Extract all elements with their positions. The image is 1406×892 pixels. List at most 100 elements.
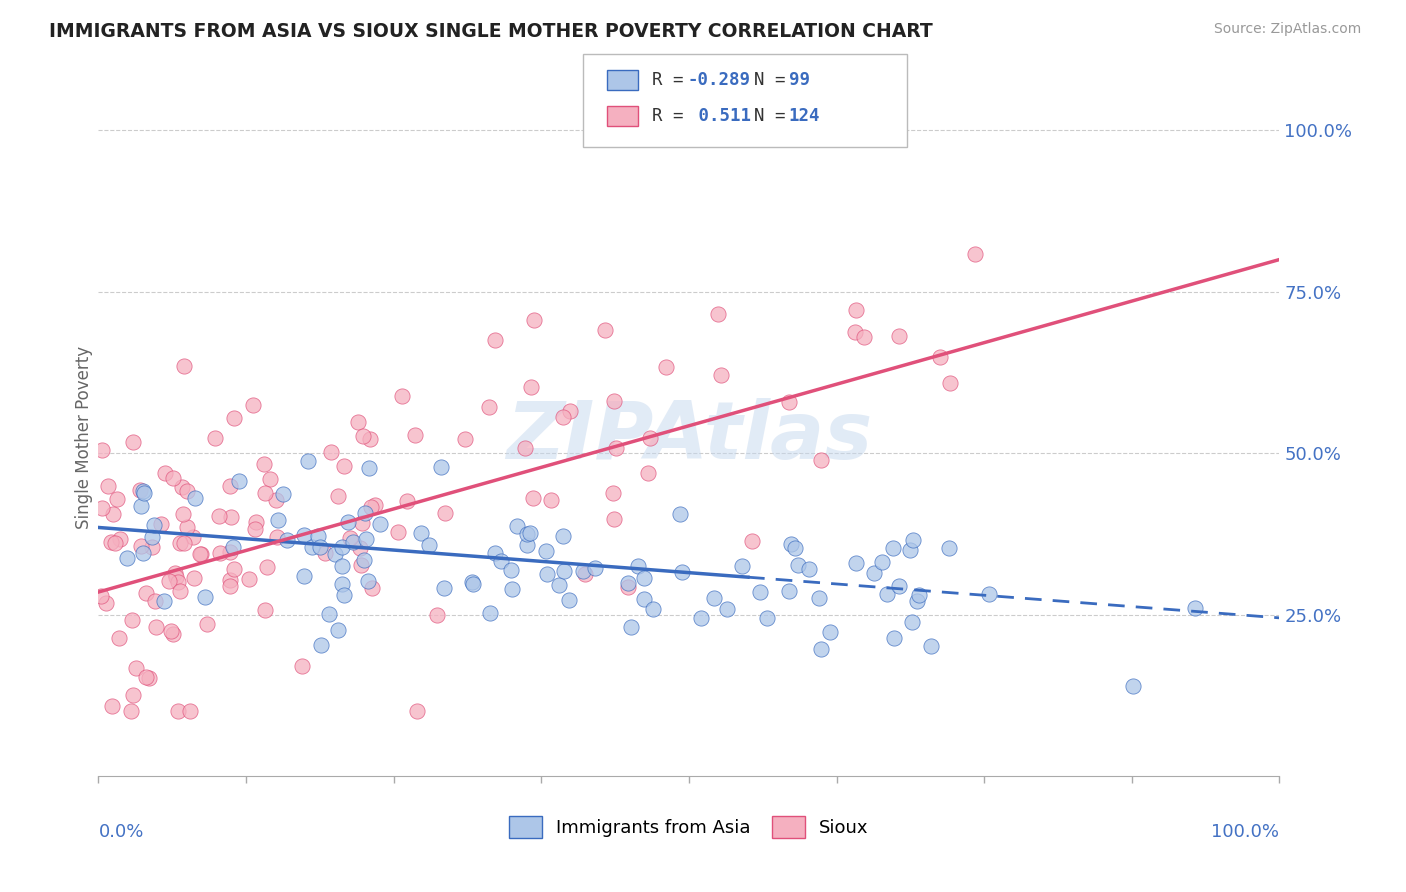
Point: [242, 398, 264, 412]
Point: [297, 454, 319, 468]
Point: [404, 428, 426, 442]
Point: [551, 528, 574, 542]
Point: [778, 394, 800, 409]
Point: [779, 537, 801, 551]
Point: [785, 541, 807, 556]
Text: 100.0%: 100.0%: [1212, 823, 1279, 841]
Point: [540, 493, 562, 508]
Text: R =: R =: [652, 71, 695, 89]
Point: [716, 602, 738, 616]
Point: [484, 546, 506, 560]
Point: [132, 483, 155, 498]
Text: 0.511: 0.511: [688, 107, 751, 125]
Point: [536, 566, 558, 581]
Point: [169, 536, 191, 550]
Point: [337, 515, 360, 529]
Text: N =: N =: [754, 107, 796, 125]
Point: [633, 571, 655, 585]
Point: [523, 313, 546, 327]
Text: 124: 124: [789, 107, 820, 125]
Point: [641, 602, 664, 616]
Point: [254, 603, 277, 617]
Point: [627, 558, 650, 573]
Point: [153, 594, 176, 608]
Point: [179, 705, 201, 719]
Point: [208, 508, 231, 523]
Point: [266, 530, 288, 544]
Point: [110, 532, 132, 546]
Point: [430, 459, 453, 474]
Point: [292, 527, 315, 541]
Point: [183, 491, 205, 505]
Text: IMMIGRANTS FROM ASIA VS SIOUX SINGLE MOTHER POVERTY CORRELATION CHART: IMMIGRANTS FROM ASIA VS SIOUX SINGLE MOT…: [49, 22, 934, 41]
Point: [131, 499, 153, 513]
Point: [707, 307, 730, 321]
Point: [360, 500, 382, 514]
Point: [557, 593, 579, 607]
Point: [314, 546, 336, 560]
Point: [349, 541, 371, 555]
Point: [703, 591, 725, 606]
Point: [359, 461, 381, 475]
Point: [558, 403, 581, 417]
Point: [172, 507, 194, 521]
Point: [870, 555, 893, 569]
Point: [461, 575, 484, 590]
Point: [513, 441, 536, 455]
Point: [619, 620, 641, 634]
Point: [165, 566, 187, 581]
Point: [710, 368, 733, 383]
Point: [807, 591, 830, 605]
Point: [553, 564, 575, 578]
Y-axis label: Single Mother Poverty: Single Mother Poverty: [75, 345, 93, 529]
Point: [977, 586, 1000, 600]
Point: [454, 432, 477, 446]
Point: [309, 639, 332, 653]
Point: [905, 594, 928, 608]
Point: [104, 536, 127, 550]
Point: [359, 433, 381, 447]
Legend: Immigrants from Asia, Sioux: Immigrants from Asia, Sioux: [502, 808, 876, 845]
Point: [195, 617, 218, 632]
Point: [183, 571, 205, 585]
Point: [135, 586, 157, 600]
Point: [347, 415, 370, 429]
Point: [903, 533, 925, 548]
Point: [267, 513, 290, 527]
Point: [115, 550, 138, 565]
Point: [571, 564, 593, 578]
Point: [898, 542, 921, 557]
Point: [307, 529, 329, 543]
Point: [100, 534, 122, 549]
Point: [219, 579, 242, 593]
Point: [141, 541, 163, 555]
Point: [617, 580, 640, 594]
Point: [132, 546, 155, 560]
Point: [190, 547, 212, 561]
Point: [889, 579, 911, 593]
Point: [222, 540, 245, 554]
Point: [169, 584, 191, 599]
Point: [309, 541, 332, 555]
Point: [100, 699, 122, 714]
Text: R =: R =: [652, 107, 695, 125]
Point: [593, 323, 616, 337]
Point: [368, 516, 391, 531]
Point: [333, 588, 356, 602]
Point: [418, 538, 440, 552]
Point: [162, 471, 184, 485]
Point: [167, 575, 190, 590]
Point: [222, 562, 245, 576]
Point: [689, 611, 711, 625]
Point: [271, 487, 294, 501]
Point: [173, 536, 195, 550]
Text: 99: 99: [789, 71, 810, 89]
Point: [845, 302, 868, 317]
Point: [155, 467, 177, 481]
Point: [96, 479, 118, 493]
Point: [731, 559, 754, 574]
Point: [143, 594, 166, 608]
Point: [221, 510, 243, 524]
Point: [361, 581, 384, 595]
Point: [353, 507, 375, 521]
